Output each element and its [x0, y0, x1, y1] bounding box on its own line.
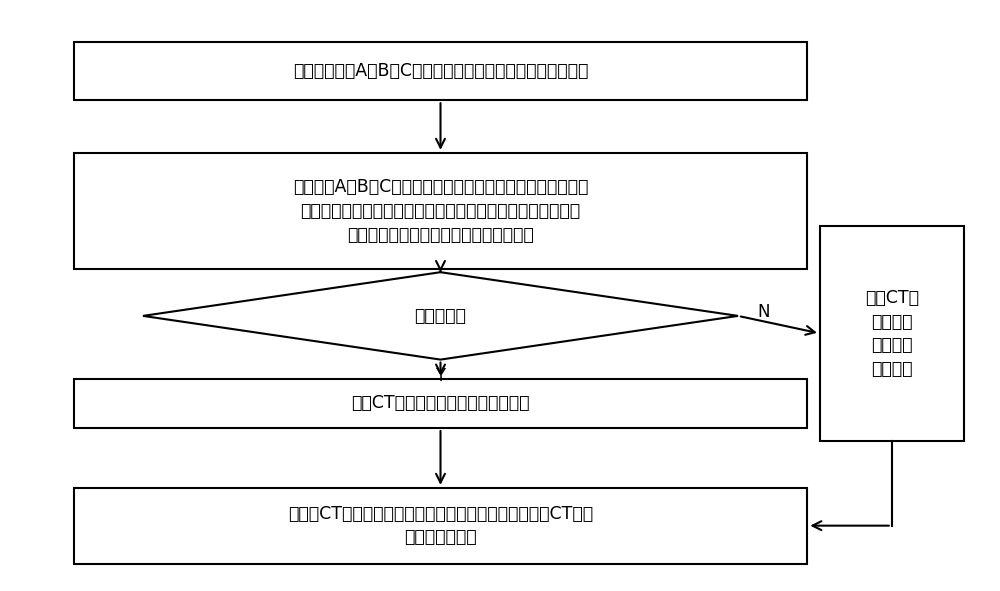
FancyBboxPatch shape	[74, 42, 807, 100]
Text: 该相CT断线状态的辅助判据结果为真: 该相CT断线状态的辅助判据结果为真	[351, 394, 530, 413]
Text: 针对线路A、B、C三相中的任意一相，判断正序电流与负序电
流的相位差位于第一预设角度范围内、负序电流与零序电流的
相位差位于第二预设角度范围内是否成立: 针对线路A、B、C三相中的任意一相，判断正序电流与负序电 流的相位差位于第一预设…	[293, 178, 588, 243]
Text: 分别获取线路A、B、C三相的正序电流、负序电流和正序电流: 分别获取线路A、B、C三相的正序电流、负序电流和正序电流	[293, 62, 588, 80]
Text: Y: Y	[435, 367, 446, 385]
FancyBboxPatch shape	[74, 378, 807, 428]
Text: N: N	[758, 303, 770, 321]
Text: 该相CT断
线状态的
辅助判据
结果为假: 该相CT断 线状态的 辅助判据 结果为假	[865, 289, 919, 378]
Polygon shape	[143, 272, 738, 359]
FancyBboxPatch shape	[820, 226, 964, 441]
FancyBboxPatch shape	[74, 488, 807, 564]
Text: 将各相CT断线状态的辅助判据结果进行或运算得到线路CT断线
的辅助判据结果: 将各相CT断线状态的辅助判据结果进行或运算得到线路CT断线 的辅助判据结果	[288, 505, 593, 547]
Text: 同时成立？: 同时成立？	[415, 307, 466, 325]
FancyBboxPatch shape	[74, 152, 807, 269]
